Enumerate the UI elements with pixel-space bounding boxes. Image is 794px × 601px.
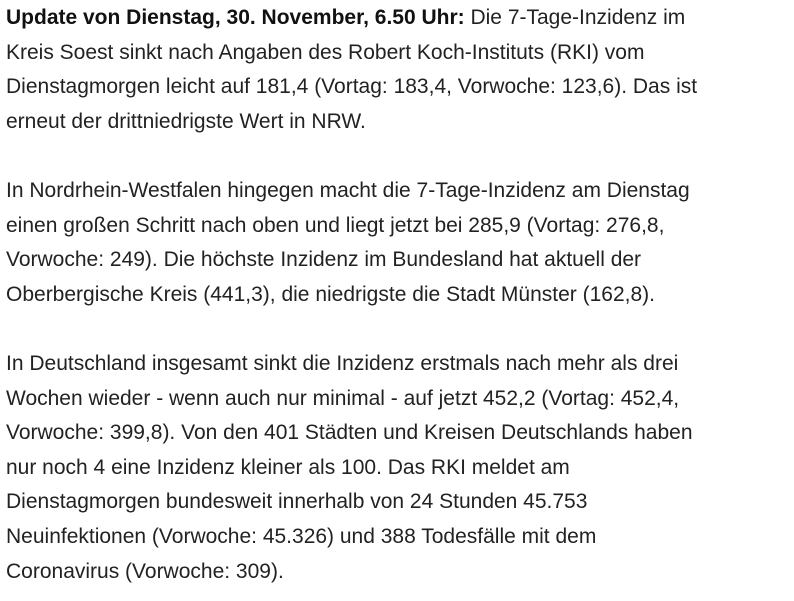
text-line: Vorwoche: 249). Die höchste Inzidenz im … bbox=[6, 248, 642, 272]
text-line: nur noch 4 eine Inzidenz kleiner als 100… bbox=[6, 455, 570, 479]
text-line: Coronavirus (Vorwoche: 309). bbox=[6, 559, 284, 583]
text-line: Wochen wieder - wenn auch nur minimal - … bbox=[6, 386, 680, 410]
text-fragment: Die 7-Tage-Inzidenz im bbox=[464, 6, 686, 29]
update-label: Update von Dienstag, 30. November, 6.50 … bbox=[6, 6, 465, 29]
paragraph-nrw: In Nordrhein-Westfalen hingegen macht di… bbox=[6, 174, 794, 312]
text-line: Vorwoche: 399,8). Von den 401 Städten un… bbox=[6, 421, 693, 445]
text-line: Update von Dienstag, 30. November, 6.50 … bbox=[6, 1, 794, 36]
text-line: Dienstagmorgen leicht auf 181,4 (Vortag:… bbox=[6, 75, 698, 99]
paragraph-deutschland: In Deutschland insgesamt sinkt die Inzid… bbox=[6, 347, 794, 589]
text-line: In Nordrhein-Westfalen hingegen macht di… bbox=[6, 178, 690, 202]
text-line: einen großen Schritt nach oben und liegt… bbox=[6, 213, 665, 237]
text-line: erneut der drittniedrigste Wert in NRW. bbox=[6, 109, 366, 133]
text-line: In Deutschland insgesamt sinkt die Inzid… bbox=[6, 351, 679, 375]
text-line: Oberbergische Kreis (441,3), die niedrig… bbox=[6, 282, 656, 306]
text-line: Neuinfektionen (Vorwoche: 45.326) und 38… bbox=[6, 524, 597, 548]
text-line: Dienstagmorgen bundesweit innerhalb von … bbox=[6, 490, 588, 514]
paragraph-kreis-soest: Update von Dienstag, 30. November, 6.50 … bbox=[6, 1, 794, 139]
text-line: Kreis Soest sinkt nach Angaben des Rober… bbox=[6, 40, 645, 64]
